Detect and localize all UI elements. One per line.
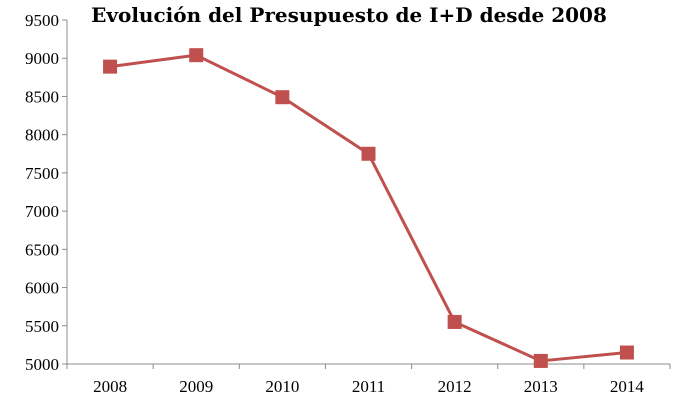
y-tick-label: 7500 (25, 164, 59, 183)
data-point-marker (361, 146, 376, 161)
data-point-marker (619, 345, 634, 360)
y-tick-label: 8500 (25, 87, 59, 106)
x-tick-label: 2013 (524, 377, 558, 396)
data-point-marker (447, 314, 462, 329)
series-layer (103, 48, 634, 368)
axes (62, 19, 671, 369)
data-point-marker (189, 48, 204, 63)
y-tick-label: 6500 (25, 240, 59, 259)
y-tick-label: 7000 (25, 202, 59, 221)
data-point-marker (275, 90, 290, 105)
y-tick-label: 5500 (25, 317, 59, 336)
x-tick-label: 2009 (179, 377, 213, 396)
data-point-marker (533, 353, 548, 368)
y-tick-label: 8000 (25, 126, 59, 145)
y-tick-label: 9000 (25, 49, 59, 68)
x-tick-label: 2014 (610, 377, 645, 396)
chart-title: Evolución del Presupuesto de I+D desde 2… (91, 3, 607, 27)
x-tick-label: 2010 (265, 377, 299, 396)
y-tick-label: 9500 (25, 11, 59, 30)
x-tick-label: 2008 (93, 377, 127, 396)
x-tick-label: 2011 (352, 377, 385, 396)
data-point-marker (103, 59, 118, 74)
y-tick-label: 6000 (25, 279, 59, 298)
y-tick-label: 5000 (25, 355, 59, 374)
tick-labels: 5000 5500 6000 6500 7000 7500 8000 8500 9000 9500… (25, 11, 644, 396)
x-tick-label: 2012 (438, 377, 472, 396)
series-line (109, 53, 628, 363)
